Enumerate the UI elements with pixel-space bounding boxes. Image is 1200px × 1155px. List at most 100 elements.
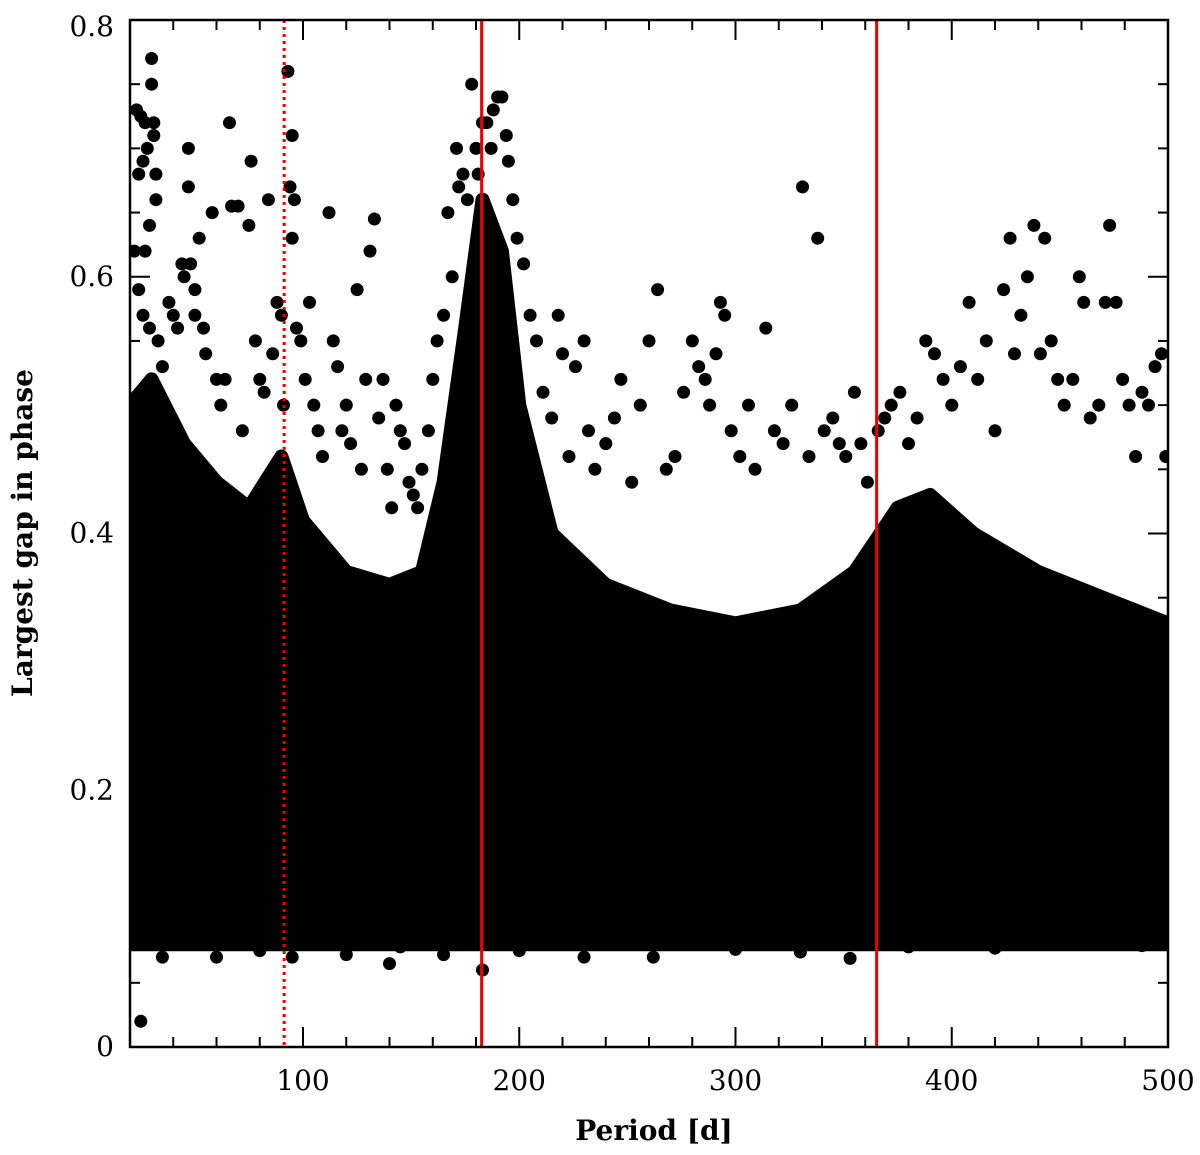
scatter-point (130, 244, 141, 258)
scatter-point (143, 321, 156, 335)
scatter-point (979, 334, 993, 348)
scatter-point (569, 360, 582, 374)
scatter-point (322, 206, 336, 220)
scatter-point (997, 283, 1011, 297)
scatter-point (953, 360, 967, 374)
scatter-point (742, 398, 755, 412)
scatter-point (294, 334, 308, 348)
scatter-point (331, 360, 345, 374)
scatter-point (919, 334, 933, 348)
scatter-point (847, 385, 861, 399)
scatter-point (406, 488, 420, 502)
scatter-point (1142, 398, 1155, 412)
scatter-point (149, 167, 163, 181)
scatter-point (450, 141, 463, 155)
scatter-point (607, 411, 621, 425)
scatter-point (703, 398, 717, 412)
scatter-point (512, 944, 526, 958)
scatter-point (145, 77, 159, 91)
scatter-point (1129, 450, 1143, 463)
x-tick-label: 500 (1141, 1064, 1194, 1097)
scatter-point (441, 206, 455, 220)
scatter-point (253, 944, 267, 958)
scatter-point (151, 334, 165, 348)
scatter-point (166, 308, 180, 322)
scatter-point (1057, 398, 1071, 412)
scatter-point (393, 940, 407, 954)
scatter-point (411, 501, 425, 515)
scatter-point (1003, 231, 1017, 245)
scatter-point (945, 398, 959, 412)
scatter-point (372, 411, 386, 425)
scatter-point (1083, 411, 1097, 425)
scatter-point (437, 308, 451, 322)
scatter-point (733, 450, 747, 463)
scatter-point (445, 270, 459, 284)
scatter-point (359, 372, 373, 386)
tick-labels: 100 200 300 400 500 0 0.2 0.4 0.6 0.8 (69, 10, 1194, 1097)
scatter-point (257, 385, 271, 399)
scatter-point (380, 462, 394, 476)
scatter-point (530, 334, 543, 348)
scatter-point (832, 437, 846, 451)
scatter-point (577, 950, 591, 964)
y-tick-label: 0.2 (69, 773, 114, 806)
scatter-point (1033, 347, 1047, 361)
scatter-point (884, 398, 898, 412)
scatter-point (363, 244, 377, 258)
scatter-point (1109, 295, 1123, 309)
scatter-point (729, 942, 742, 956)
scatter-point (218, 372, 232, 386)
scatter-point (659, 462, 673, 476)
scatter-point (1066, 372, 1080, 386)
x-tick-label: 100 (276, 1064, 329, 1097)
scatter-point (155, 950, 169, 964)
scatter-point (718, 308, 732, 322)
scatter-point (147, 116, 161, 130)
scatter-point (138, 244, 152, 258)
scatter-point (339, 398, 353, 412)
scatter-point (545, 411, 559, 425)
scatter-point (140, 141, 154, 155)
scatter-point (261, 193, 275, 207)
scatter-point (136, 308, 150, 322)
scatter-point (147, 129, 161, 142)
scatter-point (253, 372, 267, 386)
y-tick-label: 0.4 (69, 517, 114, 550)
scatter-point (724, 424, 738, 438)
scatter-point (426, 372, 440, 386)
scatter-point (242, 218, 256, 232)
scatter-point (298, 372, 312, 386)
scatter-point (316, 450, 329, 463)
scatter-point (536, 385, 550, 399)
scatter-point (517, 257, 531, 271)
scatter-point (1014, 308, 1028, 322)
scatter-point (588, 462, 602, 476)
scatter-point (281, 64, 295, 78)
scatter-point (385, 501, 399, 515)
scatter-point (244, 154, 258, 168)
scatter-point (1092, 398, 1106, 412)
scatter-point (776, 437, 790, 451)
scatter-point (759, 321, 773, 335)
scatter-point (480, 116, 494, 130)
scatter-point (988, 424, 1002, 438)
scatter-point (1077, 295, 1091, 309)
x-axis-title: Period [d] (575, 1114, 733, 1147)
scatter-point (614, 372, 628, 386)
scatter-point (871, 424, 885, 438)
scatter-point (709, 347, 723, 361)
scatter-point (430, 334, 444, 348)
scatter-point (188, 308, 202, 322)
scatter-point (793, 945, 807, 959)
scatter-point (266, 347, 280, 361)
y-tick-label: 0 (96, 1030, 114, 1063)
scatter-point (402, 475, 416, 489)
scatter-point (290, 321, 303, 335)
scatter-point (235, 424, 249, 438)
scatter-point (1038, 231, 1052, 245)
scatter-point (811, 231, 825, 245)
scatter-point (642, 334, 656, 348)
scatter-point (1051, 372, 1065, 386)
scatter-point (501, 154, 515, 168)
